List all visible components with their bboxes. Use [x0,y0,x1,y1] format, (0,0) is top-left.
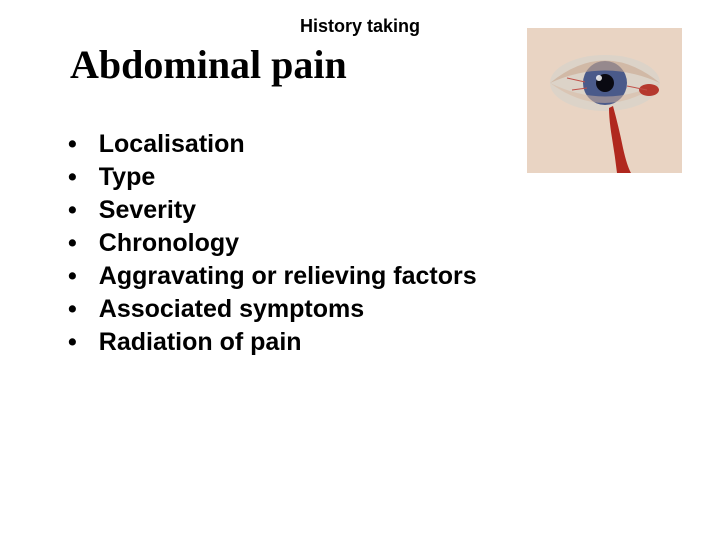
bullet-text: Associated symptoms [99,295,364,324]
list-item: Radiation of pain [68,328,680,357]
bullet-text: Chronology [99,229,239,258]
bullet-text: Severity [99,196,196,225]
list-item: Aggravating or relieving factors [68,262,680,291]
bullet-text: Localisation [99,130,245,159]
bullet-text: Radiation of pain [99,328,302,357]
slide: History taking Abdominal pain Localisati… [0,0,720,540]
eye-highlight [596,75,602,81]
blood-pool-inner-corner [639,84,659,96]
eye-blood-tear-image [527,28,682,173]
bullet-text: Type [99,163,156,192]
list-item: Associated symptoms [68,295,680,324]
bullet-text: Aggravating or relieving factors [99,262,477,291]
list-item: Chronology [68,229,680,258]
list-item: Severity [68,196,680,225]
